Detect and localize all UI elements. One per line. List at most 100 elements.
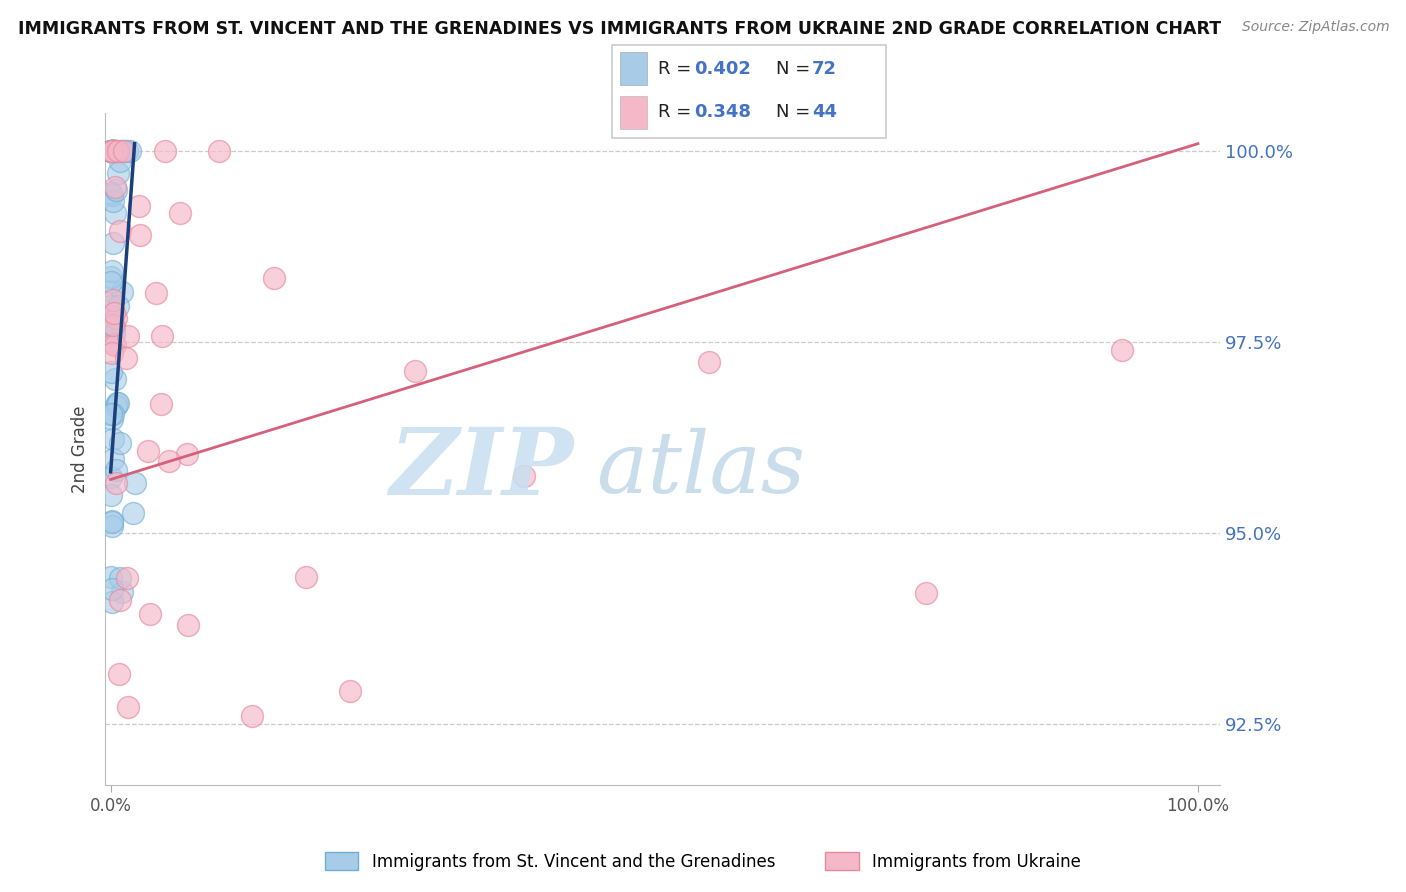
Point (100, 186, 122, 200)
Point (404, 364, 426, 378)
Point (138, 444, 160, 458)
Point (103, 145, 125, 159)
Point (100, 145, 122, 159)
Point (339, 683, 361, 698)
Point (101, 145, 124, 159)
Point (115, 351, 138, 366)
Point (100, 470, 122, 484)
Point (101, 145, 124, 159)
Point (100, 145, 122, 159)
Text: 0.402: 0.402 (695, 60, 751, 78)
Point (110, 224, 132, 238)
Point (101, 293, 124, 307)
Point (103, 145, 125, 159)
Point (157, 454, 180, 468)
Point (100, 582, 122, 597)
Point (110, 145, 132, 159)
Point (103, 306, 125, 320)
Point (117, 329, 139, 343)
Point (110, 435, 132, 450)
Point (100, 145, 122, 159)
Point (100, 365, 122, 379)
Point (103, 318, 125, 333)
Point (103, 326, 125, 341)
Point (101, 432, 124, 446)
Point (107, 396, 129, 410)
Point (122, 507, 145, 521)
Point (103, 145, 125, 159)
Point (100, 407, 122, 421)
Point (697, 355, 720, 369)
FancyBboxPatch shape (620, 96, 647, 129)
Point (104, 372, 127, 386)
Point (105, 145, 128, 159)
Point (124, 476, 146, 491)
Point (101, 516, 124, 530)
Point (103, 321, 125, 335)
Point (101, 452, 124, 467)
FancyBboxPatch shape (612, 45, 886, 138)
Point (176, 618, 198, 632)
Legend: Immigrants from St. Vincent and the Grenadines, Immigrants from Ukraine: Immigrants from St. Vincent and the Gren… (316, 844, 1090, 880)
Point (100, 334, 122, 348)
Point (100, 145, 122, 159)
Point (150, 397, 173, 411)
Point (104, 145, 127, 159)
Point (915, 585, 938, 599)
Point (104, 145, 127, 159)
Point (105, 310, 128, 325)
Point (101, 408, 124, 422)
Point (100, 346, 122, 360)
Point (513, 468, 536, 483)
Point (101, 145, 124, 159)
Point (145, 286, 167, 301)
Point (129, 228, 152, 243)
Text: R =: R = (658, 103, 697, 121)
Point (103, 145, 125, 159)
Point (108, 571, 131, 585)
Point (101, 264, 124, 278)
Point (101, 318, 124, 333)
Text: Source: ZipAtlas.com: Source: ZipAtlas.com (1241, 20, 1389, 34)
Point (104, 338, 127, 352)
Point (240, 709, 263, 723)
Point (208, 145, 231, 159)
Point (111, 145, 134, 159)
Point (169, 206, 191, 220)
Text: IMMIGRANTS FROM ST. VINCENT AND THE GRENADINES VS IMMIGRANTS FROM UKRAINE 2ND GR: IMMIGRANTS FROM ST. VINCENT AND THE GREN… (18, 20, 1222, 37)
Point (110, 592, 132, 607)
Point (100, 145, 122, 159)
Text: 44: 44 (811, 103, 837, 121)
Point (176, 447, 198, 461)
Y-axis label: 2nd Grade: 2nd Grade (72, 405, 89, 492)
Point (107, 299, 129, 313)
Point (101, 337, 124, 351)
Point (120, 145, 142, 159)
Point (107, 145, 129, 159)
Point (150, 329, 173, 343)
Point (111, 145, 134, 159)
Point (103, 194, 125, 208)
Point (104, 205, 127, 219)
Point (100, 145, 122, 159)
Text: 72: 72 (811, 60, 837, 78)
Point (105, 399, 128, 413)
Point (101, 145, 124, 159)
Point (100, 269, 122, 284)
Point (295, 570, 318, 584)
Point (100, 310, 122, 324)
Text: atlas: atlas (596, 428, 804, 510)
Point (100, 145, 122, 159)
Point (100, 570, 122, 584)
Point (104, 145, 127, 159)
Point (110, 154, 132, 169)
Point (115, 145, 138, 159)
Point (105, 476, 128, 491)
Point (100, 488, 122, 502)
Point (101, 235, 124, 250)
Point (105, 183, 128, 197)
Text: ZIP: ZIP (389, 424, 574, 514)
Text: 0.348: 0.348 (695, 103, 751, 121)
Point (100, 145, 122, 159)
Point (117, 700, 139, 714)
